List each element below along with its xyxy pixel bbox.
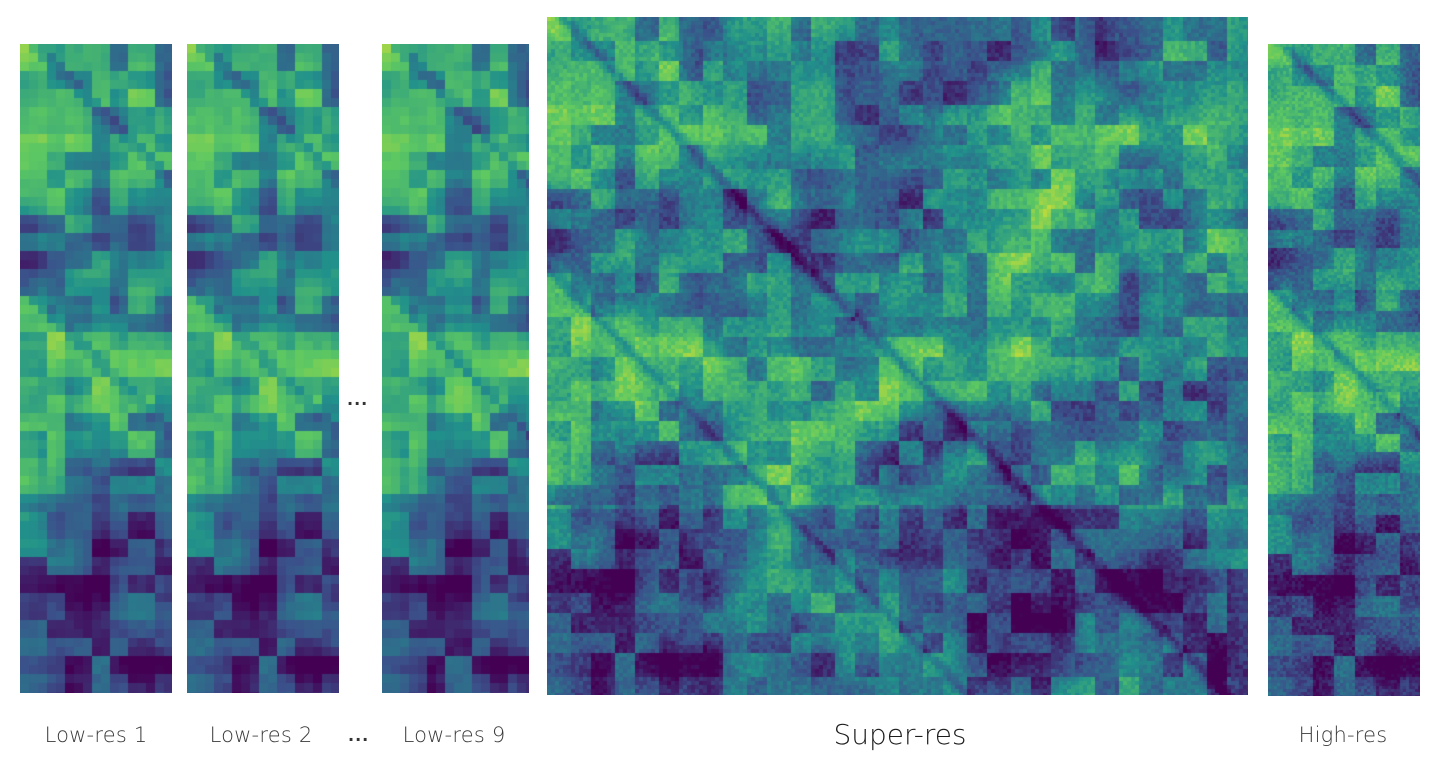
lowres-1-heatmap [20, 44, 172, 693]
lowres-1-image [20, 44, 172, 693]
lowres-1-label: Low-res 1 [44, 723, 148, 747]
lowres-9-label: Low-res 9 [402, 723, 506, 747]
lowres-9-heatmap [382, 44, 529, 693]
caption-ellipsis: ... [348, 726, 370, 745]
panel-ellipsis: ... [347, 390, 369, 409]
superres-heatmap [547, 17, 1248, 695]
highres-label: High-res [1298, 723, 1388, 747]
lowres-2-image [187, 44, 339, 693]
superres-label: Super-res [833, 718, 967, 751]
highres-image [1268, 44, 1420, 696]
lowres-9-image [382, 44, 529, 693]
highres-heatmap [1268, 44, 1420, 696]
lowres-2-label: Low-res 2 [209, 723, 313, 747]
lowres-2-heatmap [187, 44, 339, 693]
superres-image [547, 17, 1248, 695]
